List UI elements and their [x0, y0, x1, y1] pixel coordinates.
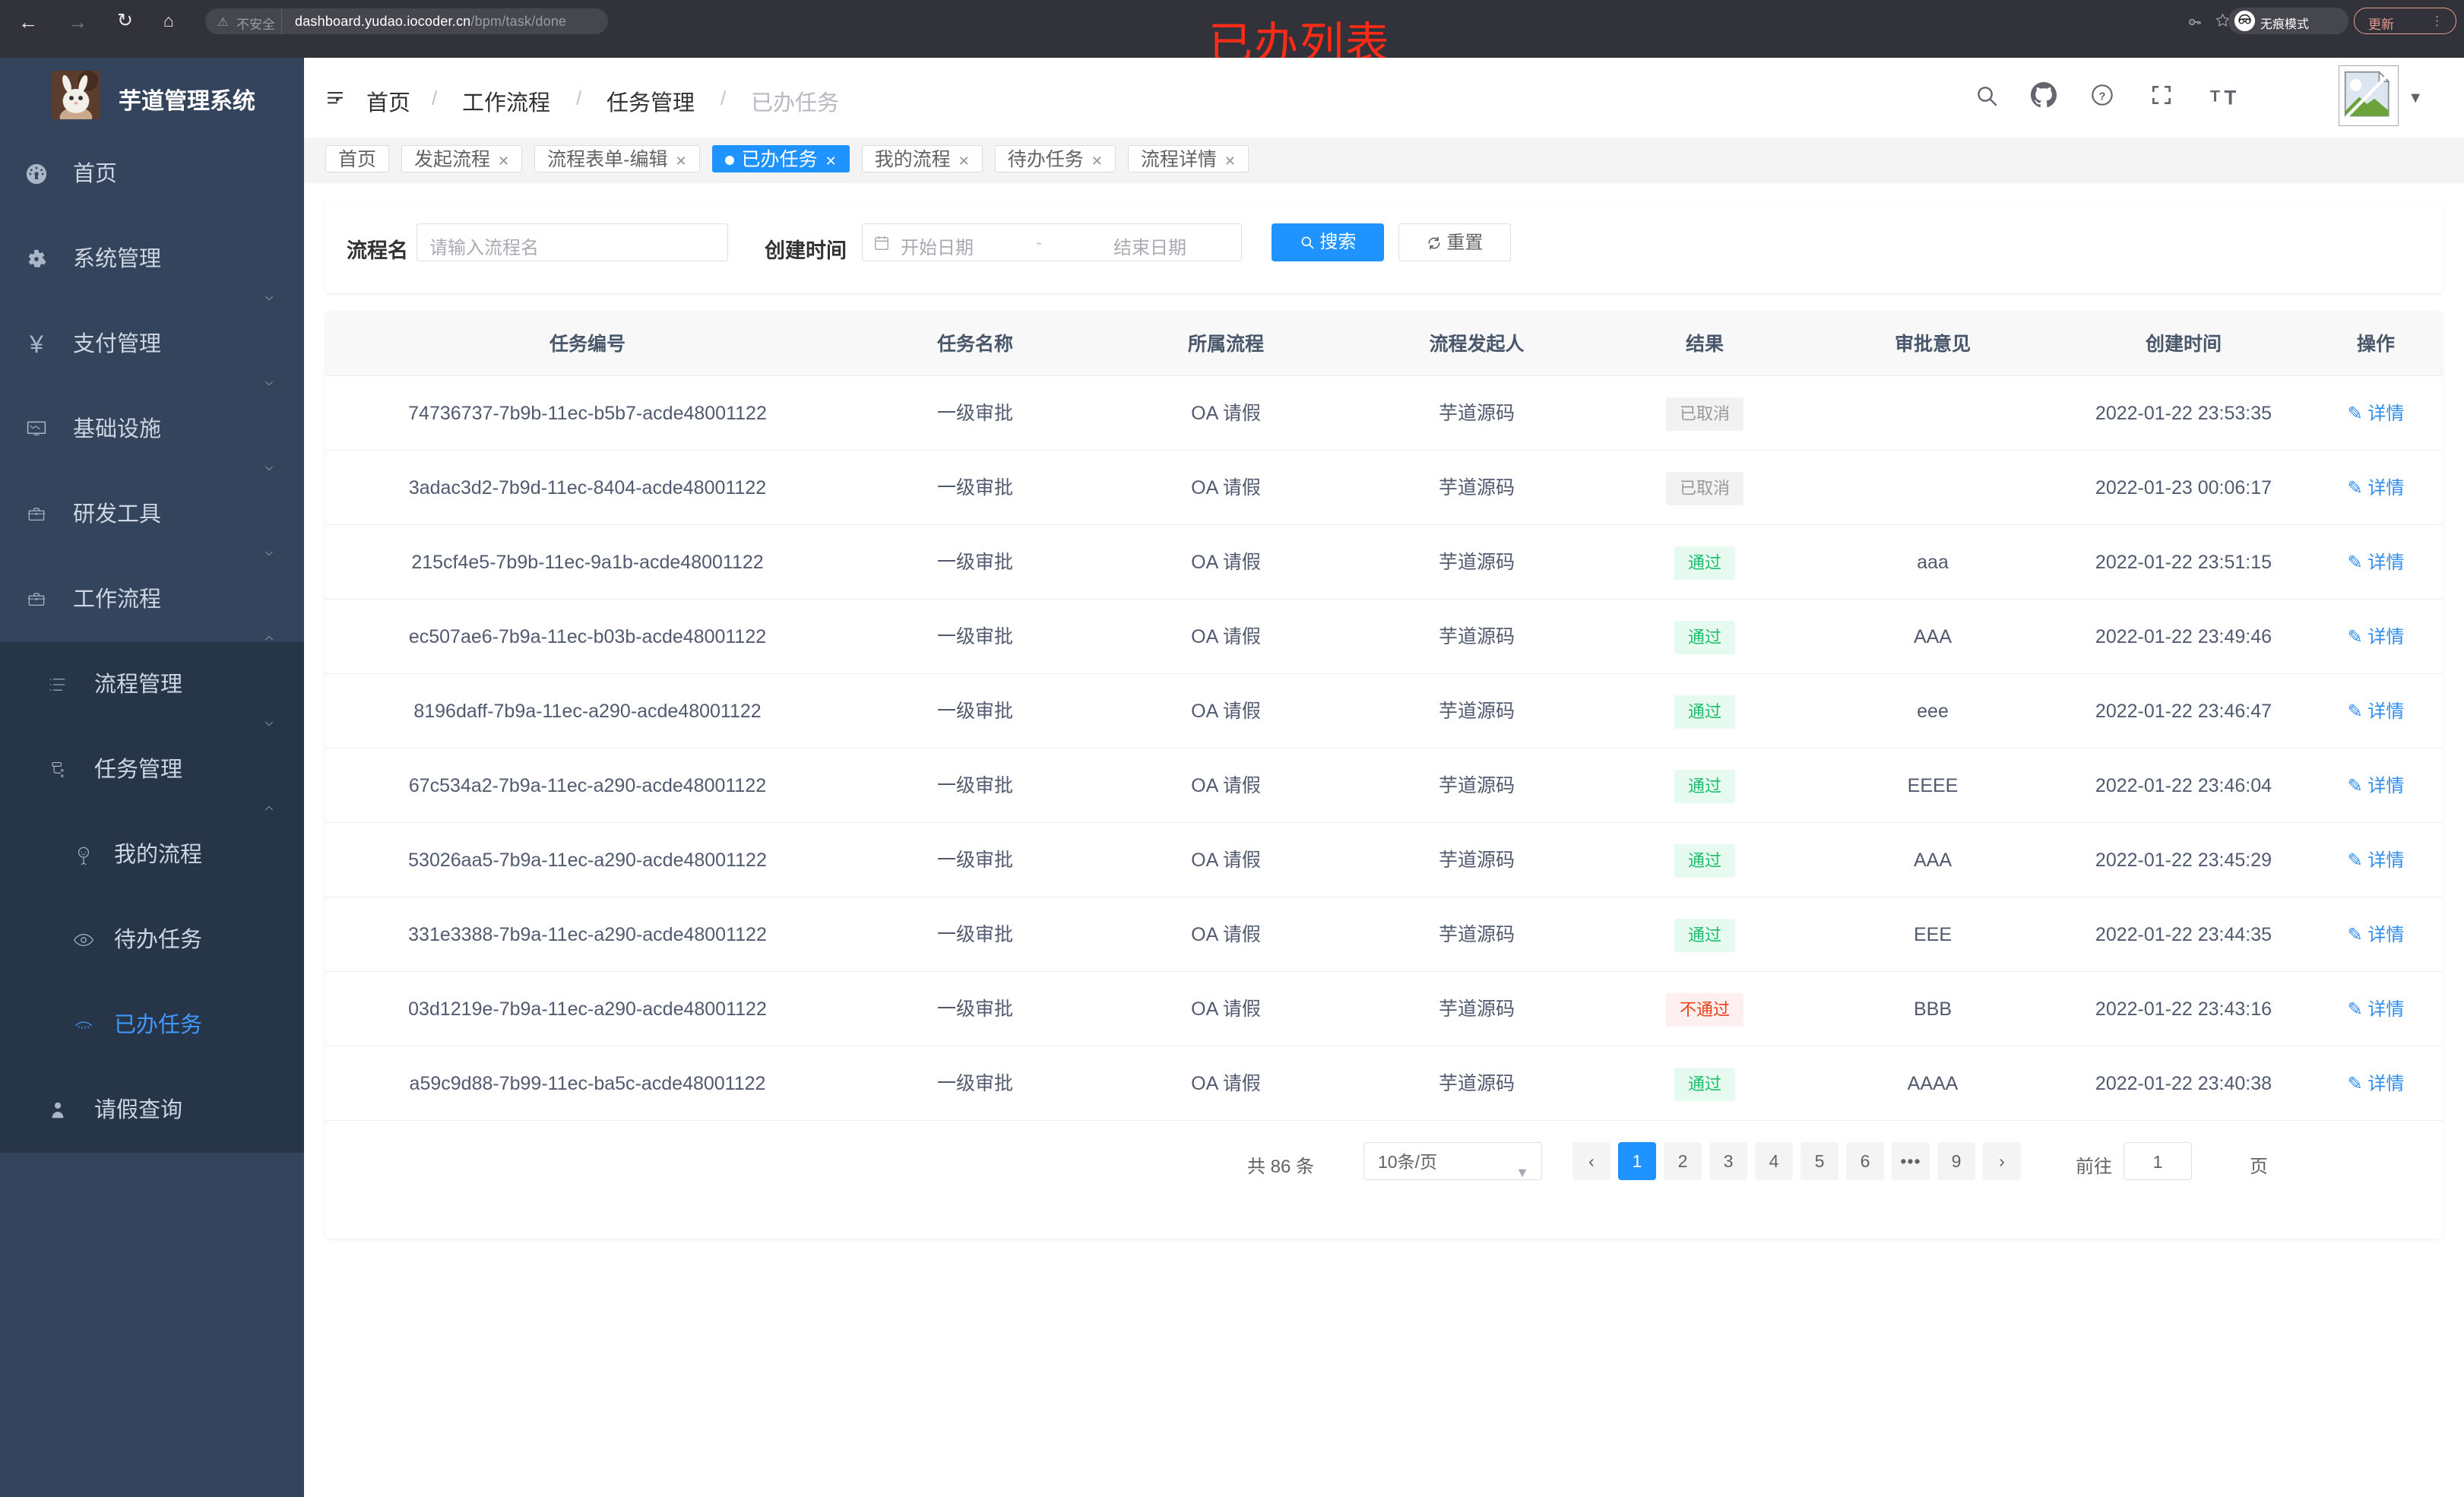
svg-text:T: T [2224, 87, 2236, 106]
svg-text:?: ? [2099, 90, 2106, 103]
svg-text:T: T [2210, 87, 2220, 106]
